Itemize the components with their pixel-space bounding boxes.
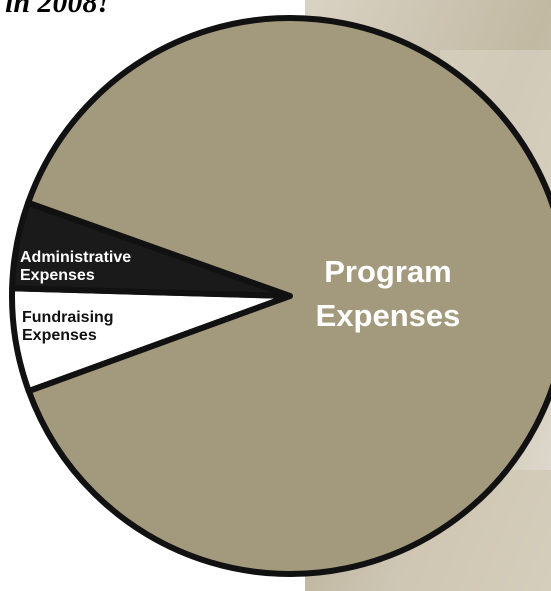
slice-label: Administrative Expenses xyxy=(20,249,131,284)
slice-label: Fundraising Expenses xyxy=(22,309,114,344)
pie xyxy=(9,15,551,577)
slice-label: Program Expenses xyxy=(316,254,461,333)
pie-slice xyxy=(25,15,551,577)
labels: Fundraising Expenses Administrative Expense… xyxy=(20,249,460,344)
chart-title: in 2008! xyxy=(5,0,109,19)
